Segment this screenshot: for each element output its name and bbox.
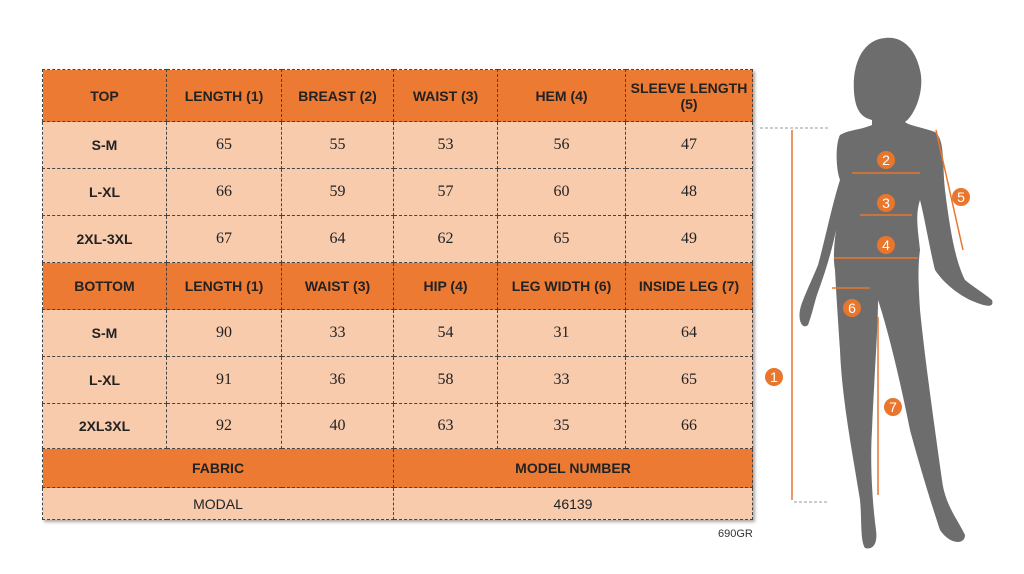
marker-number: 2 — [882, 152, 890, 168]
marker-number: 3 — [882, 195, 890, 211]
marker-number: 4 — [882, 237, 890, 253]
size-label: L-XL — [42, 356, 167, 404]
value-cell: 54 — [393, 309, 498, 357]
product-code: 690GR — [718, 528, 753, 540]
value-cell: 35 — [497, 403, 626, 449]
size-label: 2XL3XL — [42, 403, 167, 449]
footer-value-row: MODAL 46139 — [42, 487, 753, 520]
value-cell: 58 — [393, 356, 498, 404]
value-cell: 36 — [281, 356, 394, 404]
table-row: S-M 65 55 53 56 47 — [42, 121, 753, 169]
marker-circle — [877, 236, 895, 254]
value-cell: 63 — [393, 403, 498, 449]
table-row: L-XL 66 59 57 60 48 — [42, 168, 753, 216]
header-cell: MODEL NUMBER — [393, 448, 753, 488]
size-label: L-XL — [42, 168, 167, 216]
value-cell: 33 — [497, 356, 626, 404]
value-cell: 65 — [625, 356, 753, 404]
value-cell: 48 — [625, 168, 753, 216]
marker-circle — [765, 368, 783, 386]
value-cell: 56 — [497, 121, 626, 169]
size-label: S-M — [42, 309, 167, 357]
header-cell: BOTTOM — [42, 262, 167, 310]
marker-number: 7 — [889, 399, 897, 415]
silhouette — [799, 37, 993, 549]
header-cell: WAIST (3) — [281, 262, 394, 310]
header-cell: INSIDE LEG (7) — [625, 262, 753, 310]
bottom-header-row: BOTTOM LENGTH (1) WAIST (3) HIP (4) LEG WIDT… — [42, 262, 753, 310]
marker-number: 6 — [848, 300, 856, 316]
value-cell: 65 — [166, 121, 282, 169]
table-row: 2XL-3XL 67 64 62 65 49 — [42, 215, 753, 263]
value-cell: 67 — [166, 215, 282, 263]
value-cell: 60 — [497, 168, 626, 216]
table-row: S-M 90 33 54 31 64 — [42, 309, 753, 357]
header-cell: BREAST (2) — [281, 69, 394, 122]
header-cell: WAIST (3) — [393, 69, 498, 122]
size-label: 2XL-3XL — [42, 215, 167, 263]
value-cell: 59 — [281, 168, 394, 216]
marker-circle — [843, 299, 861, 317]
marker-number: 5 — [957, 189, 965, 205]
header-cell: TOP — [42, 69, 167, 122]
header-cell: LEG WIDTH (6) — [497, 262, 626, 310]
value-cell: 53 — [393, 121, 498, 169]
value-cell: 92 — [166, 403, 282, 449]
value-cell: 62 — [393, 215, 498, 263]
size-chart-table: TOP LENGTH (1) BREAST (2) WAIST (3) HEM (4) S… — [42, 69, 753, 520]
marker-number: 1 — [770, 369, 778, 385]
value-cell: 91 — [166, 356, 282, 404]
size-label: S-M — [42, 121, 167, 169]
header-cell: LENGTH (1) — [166, 262, 282, 310]
value-cell: 66 — [166, 168, 282, 216]
value-cell: 66 — [625, 403, 753, 449]
value-cell: 64 — [281, 215, 394, 263]
value-cell: 55 — [281, 121, 394, 169]
header-cell: 46139 — [393, 487, 753, 520]
value-cell: 40 — [281, 403, 394, 449]
marker-circle — [877, 151, 895, 169]
value-cell: 47 — [625, 121, 753, 169]
top-header-row: TOP LENGTH (1) BREAST (2) WAIST (3) HEM (4) S… — [42, 69, 753, 122]
table-row: L-XL 91 36 58 33 65 — [42, 356, 753, 404]
value-cell: 64 — [625, 309, 753, 357]
value-cell: 57 — [393, 168, 498, 216]
value-cell: 31 — [497, 309, 626, 357]
value-cell: 33 — [281, 309, 394, 357]
header-cell: LENGTH (1) — [166, 69, 282, 122]
header-cell: HEM (4) — [497, 69, 626, 122]
marker-circle — [952, 188, 970, 206]
table-row: 2XL3XL 92 40 63 35 66 — [42, 403, 753, 449]
value-cell: 65 — [497, 215, 626, 263]
value-cell: 90 — [166, 309, 282, 357]
header-cell: HIP (4) — [393, 262, 498, 310]
value-cell: 49 — [625, 215, 753, 263]
header-cell: MODAL — [42, 487, 394, 520]
marker-circle — [884, 398, 902, 416]
body-measurement-figure: 1 2 3 4 5 6 7 — [760, 37, 993, 549]
header-cell: SLEEVE LENGTH (5) — [625, 69, 753, 122]
footer-header-row: FABRIC MODEL NUMBER — [42, 448, 753, 488]
header-cell: FABRIC — [42, 448, 394, 488]
marker-circle — [877, 194, 895, 212]
